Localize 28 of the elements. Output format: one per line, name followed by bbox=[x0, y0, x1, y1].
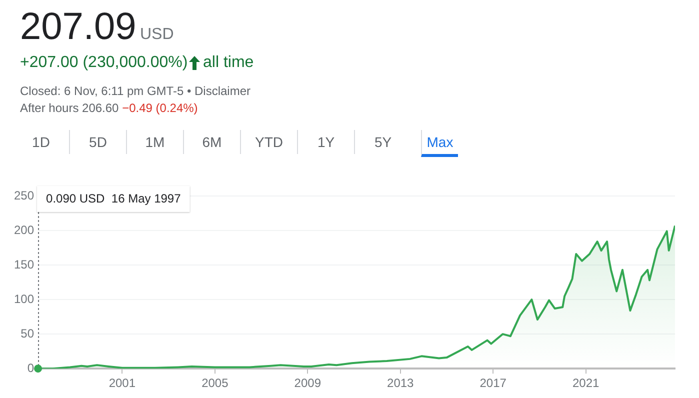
text: 1Y bbox=[297, 130, 354, 154]
y-tick-label: 100 bbox=[14, 292, 34, 306]
y-tick-label: 50 bbox=[20, 326, 34, 340]
x-tick-label: 2013 bbox=[387, 376, 414, 390]
chart-title: 207.09 bbox=[20, 6, 136, 49]
y-tick-label: 150 bbox=[14, 257, 34, 272]
x-tick-label: 2005 bbox=[202, 376, 229, 390]
y-tick-label: 250 bbox=[14, 188, 34, 202]
text: 1D bbox=[31, 133, 51, 152]
x-tick-label: 2021 bbox=[572, 376, 600, 390]
x-tick-label: 2009 bbox=[294, 376, 322, 390]
text: YTD bbox=[240, 130, 297, 154]
y-tick-label: 200 bbox=[14, 222, 34, 237]
text: USD bbox=[140, 26, 174, 44]
text: 5Y bbox=[354, 130, 411, 154]
text: −0.49 (0.24%) bbox=[122, 101, 198, 115]
x-tick-label: 2001 bbox=[108, 376, 136, 390]
text: Closed: 6 Nov, 6:11 pm GMT-5 • Disclaimer bbox=[20, 84, 250, 98]
text: Max bbox=[421, 130, 458, 157]
text: 1M bbox=[126, 130, 183, 154]
text: After hours 206.60 bbox=[20, 101, 119, 115]
y-tick-label: 0 bbox=[27, 360, 34, 375]
text: 5D bbox=[69, 130, 126, 154]
text: all time bbox=[203, 54, 254, 72]
text: +207.00 (230,000.00%) bbox=[20, 54, 188, 72]
text: 6M bbox=[183, 130, 240, 154]
x-tick-label: 2017 bbox=[480, 376, 507, 390]
annotation: 0.090 USD 16 May 1997 bbox=[46, 191, 182, 206]
